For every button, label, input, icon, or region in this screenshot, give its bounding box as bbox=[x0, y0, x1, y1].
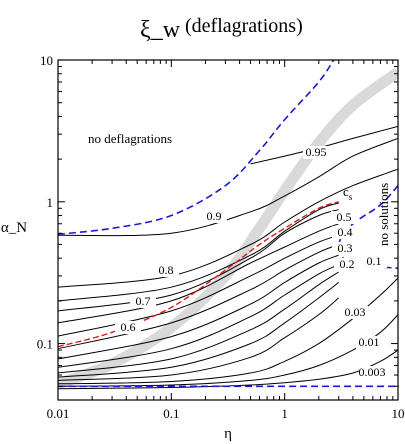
plot-frame bbox=[57, 59, 399, 401]
contour-layer bbox=[58, 125, 398, 390]
cs-label: cs bbox=[343, 184, 353, 202]
no-deflagrations-label: no deflagrations bbox=[88, 131, 172, 146]
x-tick-label: 10 bbox=[392, 406, 405, 421]
band-layer bbox=[58, 67, 398, 389]
contour-line-0.003 bbox=[58, 349, 398, 390]
contour-line-0.03 bbox=[58, 277, 398, 385]
contour-label-0.01: 0.01 bbox=[359, 335, 380, 349]
contour-line-0.3 bbox=[58, 244, 339, 350]
shaded-band bbox=[58, 67, 398, 389]
contour-label-0.9: 0.9 bbox=[207, 209, 222, 223]
contour-label-0.3: 0.3 bbox=[338, 241, 353, 255]
contour-line-0.9 bbox=[58, 137, 398, 237]
contour-line-0.7 bbox=[58, 202, 339, 302]
contour-label-bg bbox=[334, 258, 360, 271]
chart-title-symbol: ξ_w bbox=[140, 17, 181, 43]
contour-label-bg bbox=[356, 336, 382, 349]
contour-label-bg bbox=[201, 210, 227, 223]
contour-line-unlabeled-5 bbox=[58, 271, 339, 374]
y-axis-label: α_N bbox=[1, 220, 27, 236]
cs-subscript: s bbox=[349, 192, 353, 202]
contour-label-bg bbox=[115, 321, 141, 334]
y-tick-label: 10 bbox=[40, 53, 53, 68]
contour-line-0.2 bbox=[58, 254, 339, 360]
contour-label-0.6: 0.6 bbox=[121, 320, 136, 334]
tick-layer bbox=[57, 59, 398, 401]
boundary-upper bbox=[58, 60, 335, 236]
contour-label-0.1: 0.1 bbox=[367, 254, 382, 268]
contour-label-bg bbox=[153, 264, 179, 277]
contour-label-bg bbox=[303, 146, 329, 159]
contour-label-bg bbox=[342, 306, 368, 319]
contour-line-unlabeled-4 bbox=[58, 282, 340, 378]
no-solutions-label: no solutions bbox=[376, 183, 391, 246]
contour-line-0.6 bbox=[58, 209, 339, 312]
x-axis-label: η bbox=[224, 426, 232, 442]
contour-label-bg bbox=[359, 366, 385, 379]
contour-label-0.95: 0.95 bbox=[306, 145, 327, 159]
contour-line-0.1 bbox=[58, 264, 339, 368]
contour-label-0.4: 0.4 bbox=[338, 225, 353, 239]
contour-label-bg bbox=[130, 295, 156, 308]
contour-label-0.7: 0.7 bbox=[136, 294, 151, 308]
contour-label-bg bbox=[332, 242, 358, 255]
x-tick-label: 0.1 bbox=[163, 406, 179, 421]
contour-label-0.03: 0.03 bbox=[345, 305, 366, 319]
contour-label-bg bbox=[332, 226, 358, 239]
contour-label-bg bbox=[361, 255, 387, 268]
contour-label-0.8: 0.8 bbox=[159, 263, 174, 277]
chart-title-suffix: (deflagrations) bbox=[185, 15, 303, 37]
contour-label-bg bbox=[331, 211, 357, 224]
contour-line-0.01 bbox=[58, 314, 398, 387]
contour-label-0.5: 0.5 bbox=[337, 210, 352, 224]
y-tick-label: 1 bbox=[47, 195, 54, 210]
contour-label-layer: 0.01 0.1 1 10 0.1 1 10 0.003 0.01 0.03 0.1 0.2 0.3 0.… bbox=[37, 53, 405, 421]
x-tick-label: 0.01 bbox=[47, 406, 70, 421]
contour-line-0.4 bbox=[58, 234, 339, 337]
y-tick-label: 0.1 bbox=[37, 337, 53, 352]
contour-line-unlabeled-3 bbox=[58, 297, 340, 381]
contour-line-0.5 bbox=[58, 223, 339, 324]
x-tick-label: 1 bbox=[281, 406, 288, 421]
contour-label-0.2: 0.2 bbox=[340, 257, 355, 271]
contour-line-0.8 bbox=[58, 168, 398, 288]
contour-label-0.003: 0.003 bbox=[359, 365, 386, 379]
